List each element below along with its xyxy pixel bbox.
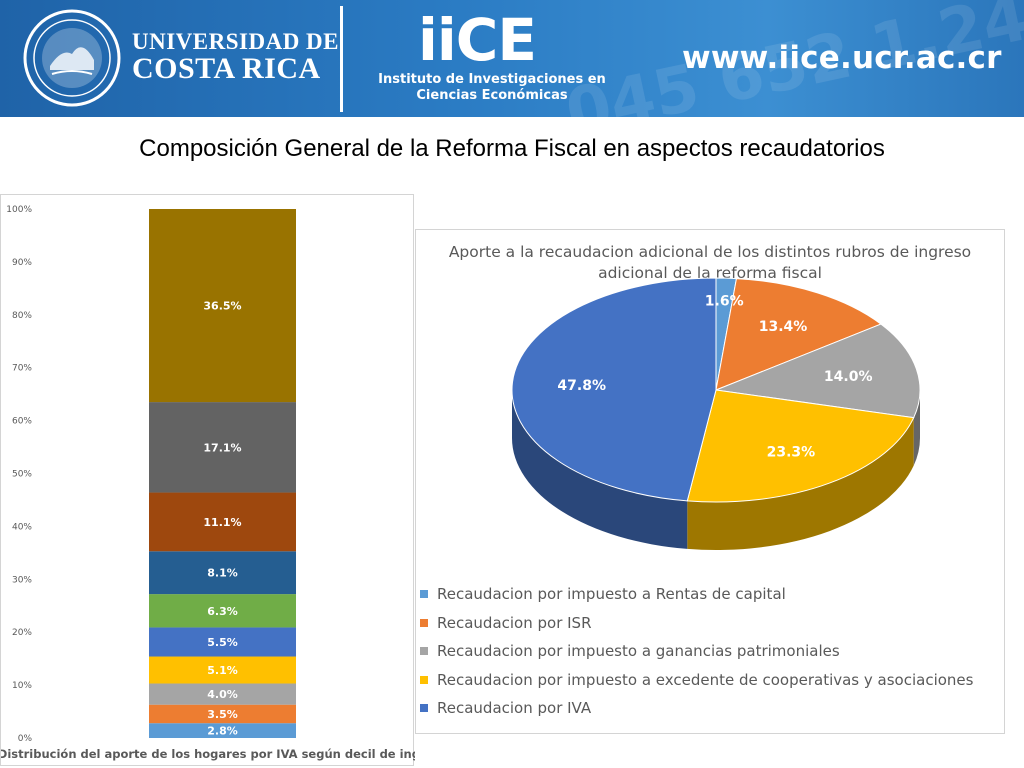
pie-data-label: 1.6% — [705, 294, 744, 310]
bar-y-tick-label: 60% — [12, 417, 32, 427]
pie-slice — [715, 278, 882, 391]
legend-swatch — [420, 590, 428, 599]
pie-data-label: 47.8% — [557, 378, 606, 394]
header-banner: 045 652 1.249.679 UNIVERSIDAD DE COSTA R… — [0, 0, 1024, 117]
legend-swatch — [420, 704, 428, 713]
institute-name-line1: Instituto de Investigaciones en — [378, 72, 606, 87]
pie-legend: Recaudacion por impuesto a Rentas de cap… — [416, 580, 973, 723]
bar-y-tick-label: 10% — [12, 681, 32, 691]
pie-legend-item: Recaudacion por ISR — [416, 609, 973, 638]
website-link[interactable]: www.iice.ucr.ac.cr — [682, 40, 1002, 76]
pie-slice — [714, 323, 921, 419]
bar-data-label: 17.1% — [203, 441, 241, 454]
university-name-line1: UNIVERSIDAD DE — [132, 29, 340, 54]
bar-segment — [149, 683, 296, 705]
pie-legend-item: Recaudacion por IVA — [416, 694, 973, 723]
bar-segment — [149, 627, 296, 657]
bar-y-tick-label: 40% — [12, 522, 32, 532]
bar-segment — [149, 704, 296, 724]
bar-y-axis: 0% 10% 20% 30% 40% 50% 60% 70% 80% 90% 100% — [6, 205, 32, 744]
bar-segment — [149, 656, 296, 684]
pie-slice — [511, 277, 717, 502]
pie-slice-side — [687, 417, 914, 550]
bar-segment — [149, 594, 296, 628]
bar-y-tick-label: 0% — [18, 734, 33, 744]
bar-data-label: 5.1% — [207, 664, 238, 677]
pie-chart-title: Aporte a la recaudacion adicional de los… — [448, 243, 972, 282]
stacked-bar-chart-panel: 0% 10% 20% 30% 40% 50% 60% 70% 80% 90% 100% 2.8% 3.… — [0, 194, 415, 766]
bar-segment — [149, 492, 296, 552]
legend-label: Recaudacion por impuesto a ganancias pat… — [437, 642, 840, 661]
legend-swatch — [420, 647, 428, 656]
pie-slice — [686, 389, 915, 503]
institute-name: Instituto de Investigaciones en Ciencias… — [374, 72, 610, 104]
banner-divider — [340, 6, 343, 112]
pie-data-label: 23.3% — [767, 444, 816, 460]
bar-data-label: 4.0% — [207, 688, 238, 701]
bar-segment — [149, 402, 296, 493]
institute-logo: iiCE — [418, 6, 537, 74]
bar-y-tick-label: 30% — [12, 575, 32, 585]
bar-data-label: 2.8% — [207, 725, 238, 738]
bar-y-tick-label: 70% — [12, 364, 32, 374]
legend-label: Recaudacion por impuesto a excedente de … — [437, 670, 974, 689]
bar-y-tick-label: 20% — [12, 628, 32, 638]
university-name-line2: COSTA RICA — [132, 52, 321, 85]
pie-legend-item: Recaudacion por impuesto a Rentas de cap… — [416, 580, 973, 609]
bar-data-label: 8.1% — [207, 567, 238, 580]
bar-data-label: 6.3% — [207, 605, 238, 618]
pie-slice-side — [913, 390, 920, 466]
legend-label: Recaudacion por ISR — [437, 613, 592, 632]
pie-chart: 1.6% 13.4% 14.0% 23.3% 47.8% — [511, 277, 921, 550]
institute-name-line2: Ciencias Económicas — [416, 88, 568, 103]
pie-legend-item: Recaudacion por impuesto a ganancias pat… — [416, 637, 973, 666]
bar-segment — [149, 723, 296, 738]
legend-label: Recaudacion por IVA — [437, 699, 592, 718]
legend-swatch — [420, 675, 428, 684]
bar-segment — [149, 209, 296, 403]
bar-y-tick-label: 80% — [12, 311, 32, 321]
pie-legend-item: Recaudacion por impuesto a excedente de … — [416, 666, 973, 695]
bar-y-tick-label: 100% — [6, 205, 32, 215]
legend-label: Recaudacion por impuesto a Rentas de cap… — [437, 585, 786, 604]
pie-slices — [511, 277, 921, 503]
legend-swatch — [420, 618, 428, 627]
bar-y-tick-label: 90% — [12, 258, 32, 268]
pie-side-walls — [512, 390, 920, 550]
pie-data-label: 14.0% — [824, 369, 873, 385]
pie-chart-panel: Aporte a la recaudacion adicional de los… — [415, 229, 1005, 734]
stacked-bar-chart: 0% 10% 20% 30% 40% 50% 60% 70% 80% 90% 100% 2.8% 3.… — [1, 205, 415, 761]
pie-slice-labels: 1.6% 13.4% 14.0% 23.3% 47.8% — [557, 294, 872, 461]
bar-segments: 2.8% 3.5% 4.0% 5.1% 5.5% 6.3% 8.1% 11.1% 17.1% 36… — [149, 209, 296, 738]
bar-y-tick-label: 50% — [12, 470, 32, 480]
bar-data-label: 5.5% — [207, 636, 238, 649]
bar-data-label: 11.1% — [203, 516, 241, 529]
pie-data-label: 13.4% — [759, 319, 808, 335]
bar-data-label: 3.5% — [207, 708, 238, 721]
university-seal-icon — [23, 9, 121, 107]
pie-slice-side — [512, 390, 688, 549]
bar-segment — [149, 551, 296, 595]
slide-title: Composición General de la Reforma Fiscal… — [139, 135, 885, 162]
university-name: UNIVERSIDAD DE COSTA RICA — [132, 30, 339, 84]
bar-data-label: 36.5% — [203, 300, 241, 313]
bar-x-axis-label: Distribución del aporte de los hogares p… — [1, 747, 415, 761]
